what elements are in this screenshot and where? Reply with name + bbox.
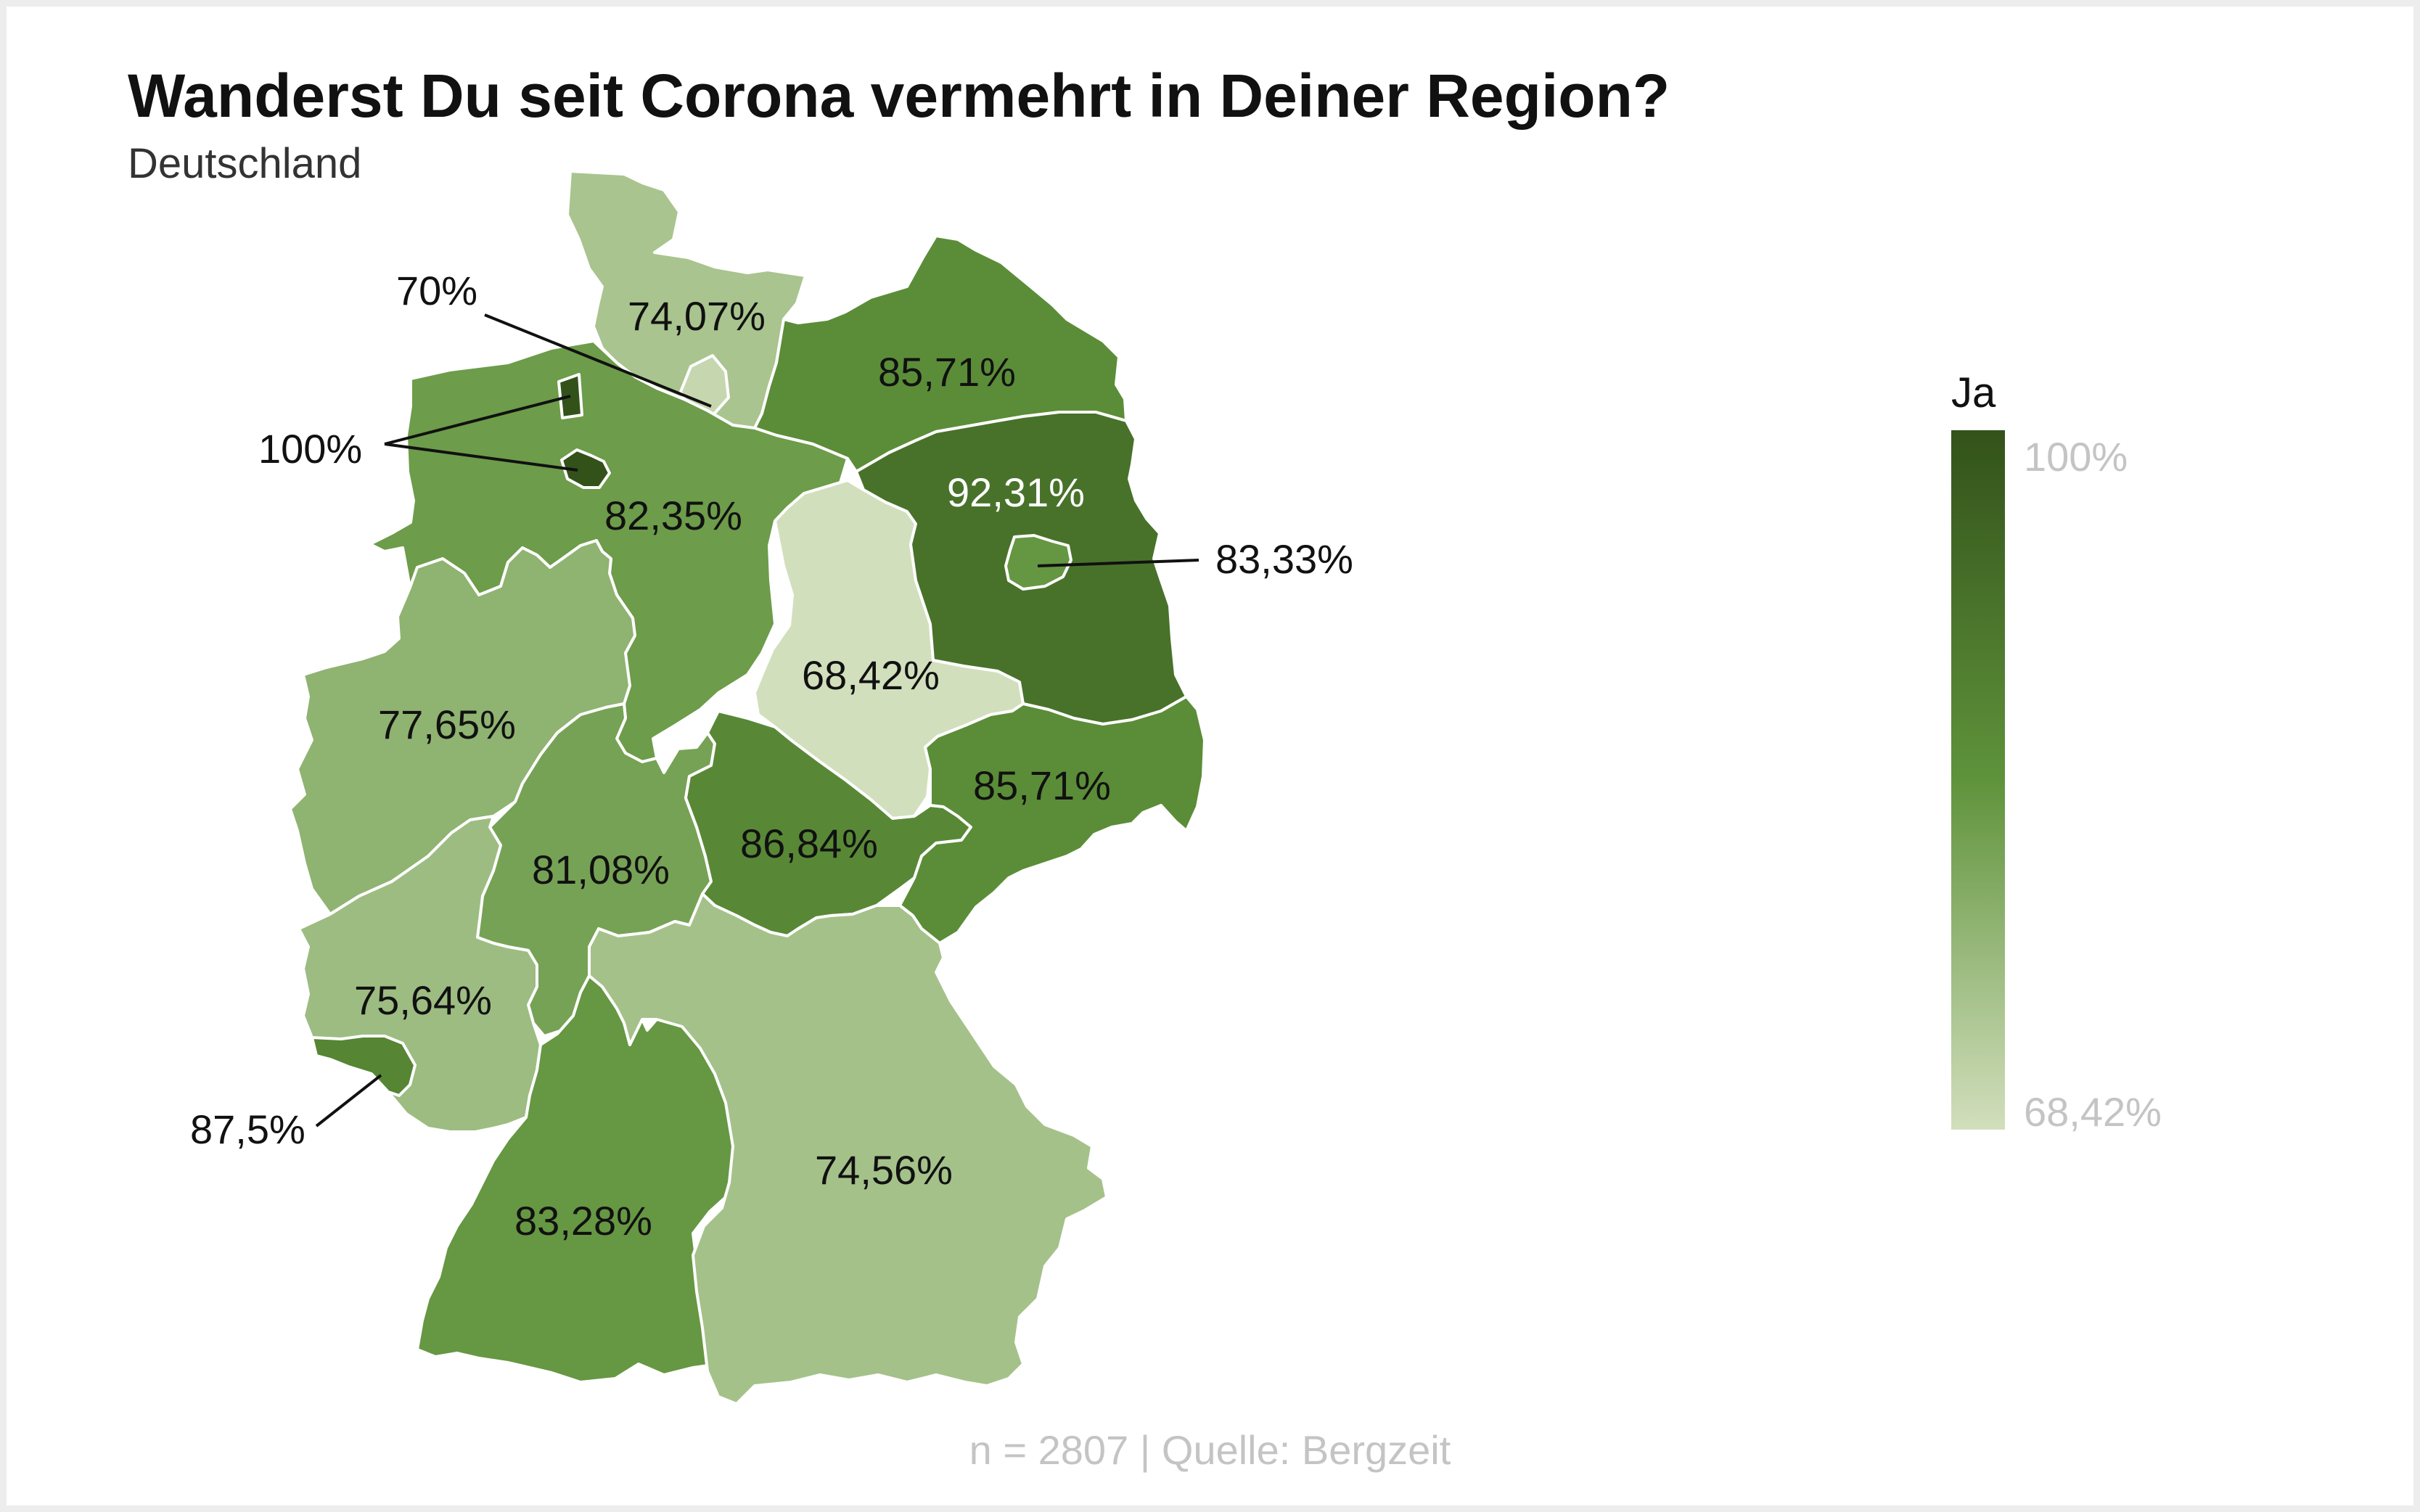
- label-brandenburg: 92,31%: [947, 469, 1085, 515]
- label-niedersachsen: 82,35%: [604, 493, 742, 538]
- label-hessen: 81,08%: [532, 847, 670, 892]
- label-saarland: 87,5%: [190, 1106, 305, 1152]
- legend-color-scale: [1951, 430, 2005, 1130]
- label-bremen: 100%: [258, 426, 362, 472]
- legend-title: Ja: [1951, 369, 1996, 416]
- footer-source: n = 2807 | Quelle: Bergzeit: [969, 1427, 1451, 1473]
- saarland-leader-line: [315, 1074, 382, 1127]
- label-bayern: 74,56%: [815, 1147, 953, 1193]
- label-schleswig-holstein: 74,07%: [628, 293, 766, 339]
- chart-subtitle: Deutschland: [128, 140, 362, 187]
- hamburg-leader-line: [484, 313, 712, 408]
- label-nordrhein-westfalen: 77,65%: [378, 702, 516, 747]
- bremerhaven-leader-line: [384, 395, 571, 445]
- berlin-leader-line: [1037, 559, 1199, 567]
- region-berlin: [1004, 534, 1072, 591]
- label-rheinland-pfalz: 75,64%: [354, 977, 492, 1023]
- label-hamburg: 70%: [396, 268, 477, 313]
- label-baden-wuerttemberg: 83,28%: [514, 1198, 652, 1244]
- label-sachsen: 85,71%: [973, 763, 1111, 808]
- label-thueringen: 86,84%: [740, 821, 878, 866]
- region-saarland: [311, 1035, 417, 1097]
- chart-title: Wanderst Du seit Corona vermehrt in Dein…: [128, 62, 1670, 130]
- label-berlin: 83,33%: [1215, 536, 1353, 582]
- region-bayern: [588, 892, 1108, 1405]
- legend-max-label: 100%: [2024, 434, 2128, 480]
- region-sachsen: [898, 695, 1206, 945]
- region-bremen-city: [560, 448, 611, 489]
- legend-min-label: 68,42%: [2024, 1089, 2162, 1135]
- label-mecklenburg-vorpommern: 85,71%: [878, 349, 1016, 395]
- bremen-leader-line: [384, 443, 578, 472]
- label-sachsen-anhalt: 68,42%: [802, 652, 940, 698]
